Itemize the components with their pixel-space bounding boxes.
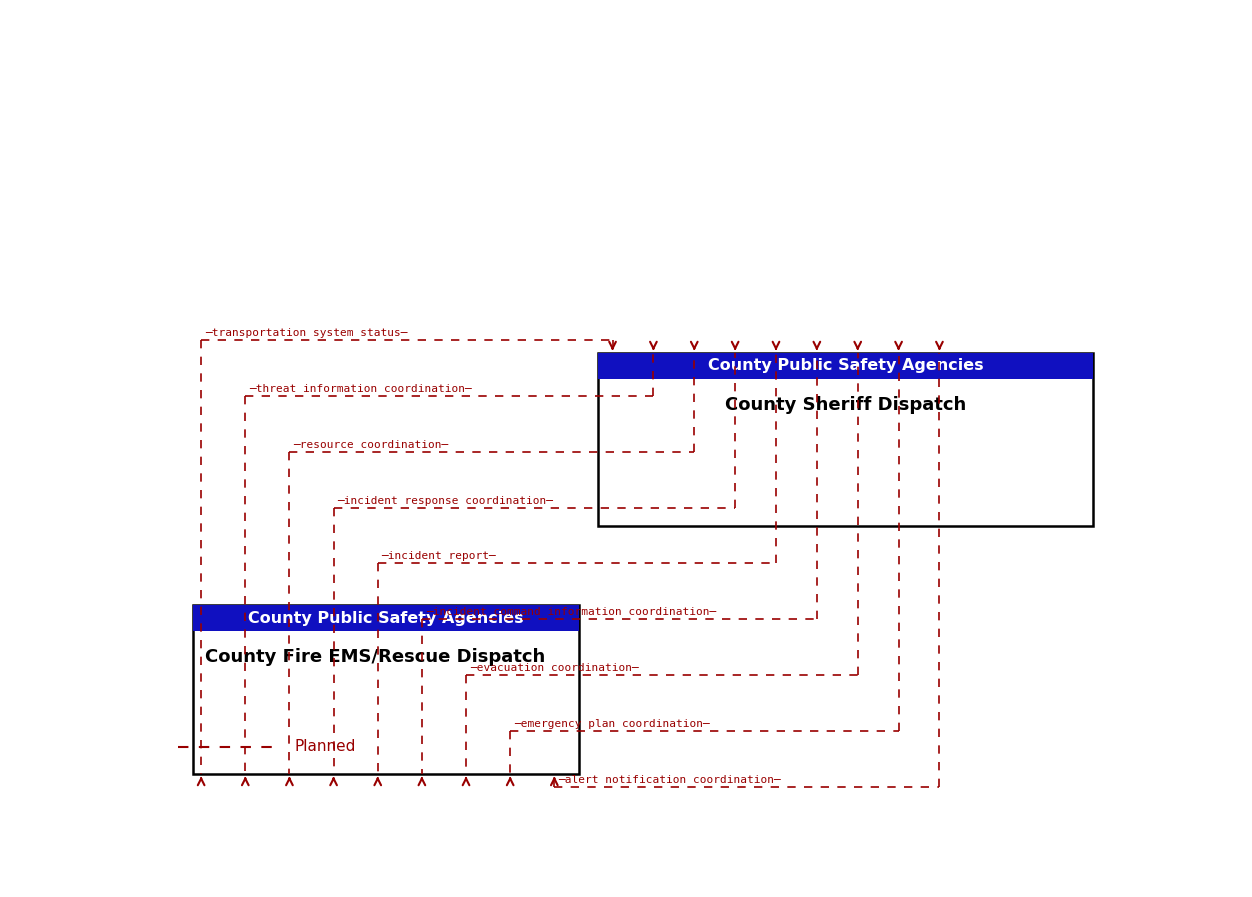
Text: ─emergency plan coordination─: ─emergency plan coordination─ — [515, 718, 710, 728]
Text: County Public Safety Agencies: County Public Safety Agencies — [248, 611, 523, 625]
Text: County Public Safety Agencies: County Public Safety Agencies — [707, 359, 983, 373]
Text: County Fire EMS/Rescue Dispatch: County Fire EMS/Rescue Dispatch — [205, 649, 546, 666]
Text: ─incident report─: ─incident report─ — [382, 552, 496, 562]
Text: ─resource coordination─: ─resource coordination─ — [293, 440, 448, 450]
Bar — [598, 353, 1093, 379]
Text: ─threat information coordination─: ─threat information coordination─ — [249, 384, 472, 394]
Text: ─evacuation coordination─: ─evacuation coordination─ — [470, 663, 639, 673]
Text: ─transportation system status─: ─transportation system status─ — [205, 328, 407, 338]
Text: County Sheriff Dispatch: County Sheriff Dispatch — [725, 396, 967, 414]
Bar — [193, 605, 578, 774]
Text: ─incident command information coordination─: ─incident command information coordinati… — [426, 607, 716, 617]
Bar — [193, 605, 578, 631]
Text: ─incident response coordination─: ─incident response coordination─ — [338, 496, 553, 506]
Bar — [598, 353, 1093, 526]
Text: ─alert notification coordination─: ─alert notification coordination─ — [558, 774, 781, 785]
Text: Planned: Planned — [294, 739, 356, 754]
